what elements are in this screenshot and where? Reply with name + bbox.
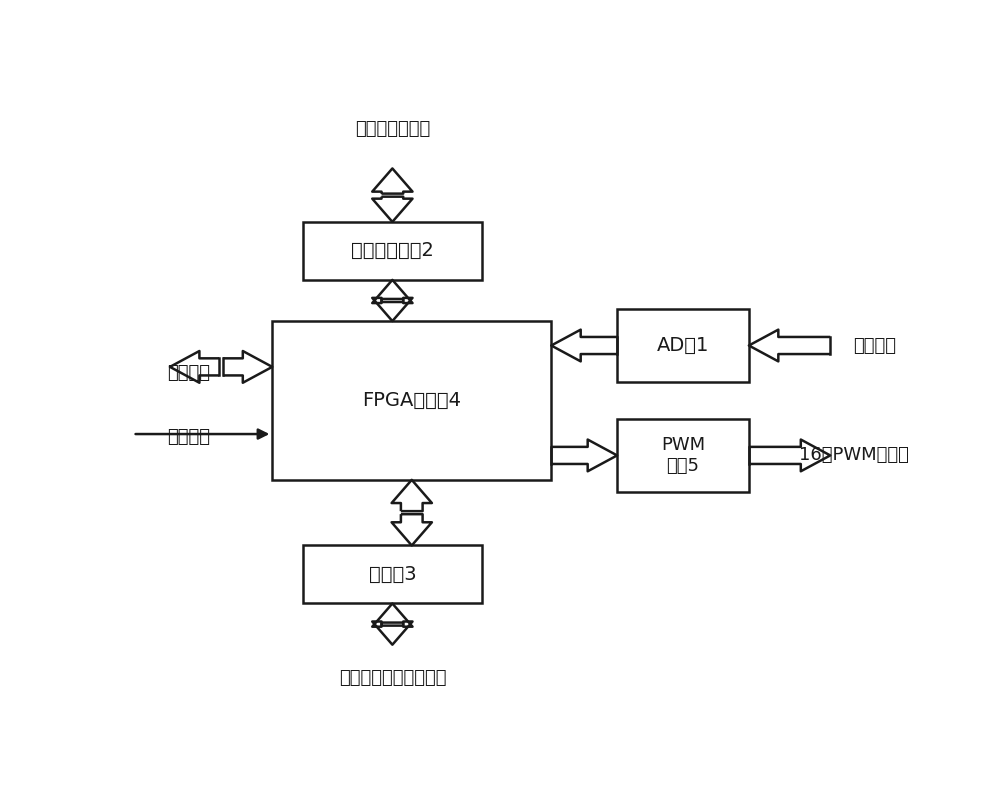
Text: AD板1: AD板1: [657, 336, 709, 355]
Text: 16路PWM光信号: 16路PWM光信号: [799, 446, 909, 465]
Bar: [272, 321, 551, 480]
Text: 串行光口: 串行光口: [167, 428, 210, 446]
Text: 电源内部故障检测信号: 电源内部故障检测信号: [339, 669, 446, 688]
Text: 以太网口: 以太网口: [167, 364, 210, 382]
Text: 快连锁接口板2: 快连锁接口板2: [351, 241, 434, 260]
Bar: [303, 546, 482, 603]
Bar: [617, 309, 749, 382]
Text: 状态板3: 状态板3: [369, 565, 416, 584]
Bar: [303, 222, 482, 280]
Bar: [617, 419, 749, 492]
Text: PWM
背板5: PWM 背板5: [661, 436, 705, 475]
Text: 治疗快连锁信号: 治疗快连锁信号: [355, 120, 430, 138]
Text: 电流反馈: 电流反馈: [854, 336, 896, 354]
Text: FPGA控制器4: FPGA控制器4: [362, 391, 461, 410]
